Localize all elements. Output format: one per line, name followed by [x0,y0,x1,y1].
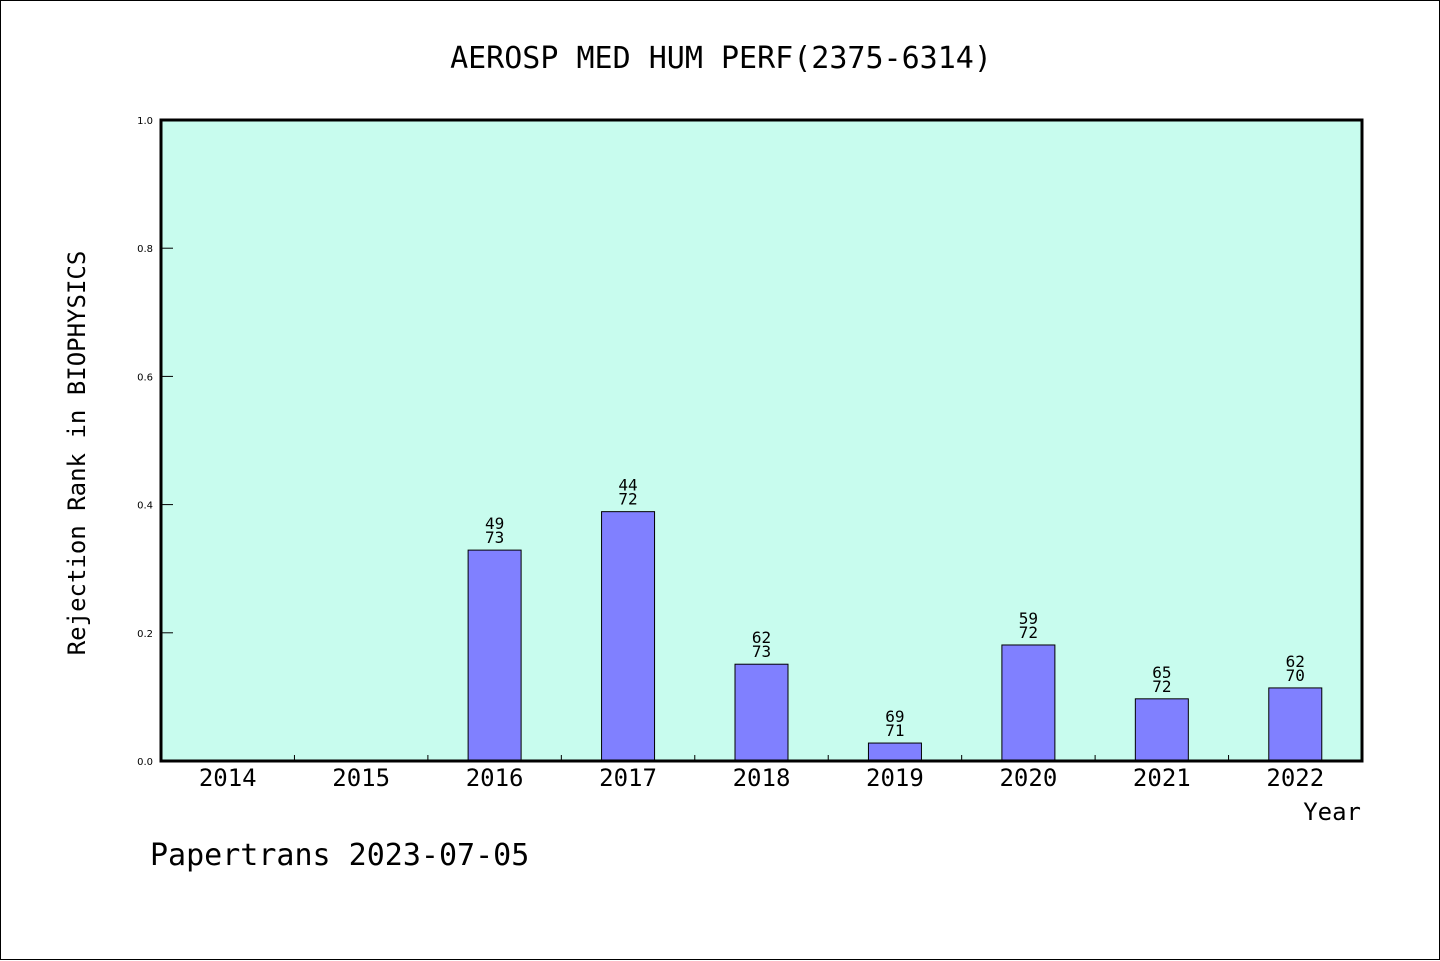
bar-label-top: 62 [1286,652,1305,671]
y-tick-label: 0.4 [137,501,153,512]
bar-2016 [467,549,522,762]
y-tick-label: 0.8 [137,244,153,255]
bar-label-top: 49 [485,514,504,533]
y-tick-label: 0.2 [137,629,153,640]
bar-label-bottom: 70 [1286,666,1305,685]
x-tick-label: 2019 [866,764,924,792]
x-tick-label: 2021 [1133,764,1191,792]
x-tick-label: 2018 [733,764,791,792]
bar-label-top: 44 [618,476,637,495]
y-tick-label: 1.0 [137,116,153,127]
x-tick-label: 2014 [199,764,257,792]
x-tick-label: 2022 [1266,764,1324,792]
bar-label-bottom: 71 [885,721,904,740]
bar-2017 [601,511,656,762]
bar-2019 [867,742,922,762]
bar-label-bottom: 73 [752,642,771,661]
bar-label-bottom: 72 [1019,623,1038,642]
y-tick-label: 0.0 [137,757,153,768]
x-axis-ticks: 2014 2015 2016 2017 2018 2019 2020 2021 2022 [199,755,1324,792]
bar-2020 [1001,644,1056,762]
plot-border [159,118,1364,763]
bar-label-top: 65 [1152,663,1171,682]
footer-watermark: Papertrans 2023-07-05 [150,838,529,873]
bar-2022 [1268,687,1323,762]
bar-2018 [734,663,789,762]
plot-area [161,120,1362,761]
bars-group [467,511,1323,762]
bar-label-bottom: 73 [485,528,504,547]
bar-label-bottom: 72 [618,490,637,509]
x-tick-label: 2015 [332,764,390,792]
bar-2021 [1134,698,1189,762]
x-tick-label: 2020 [999,764,1057,792]
bar-label-top: 59 [1019,609,1038,628]
chart-title: AEROSP MED HUM PERF(2375-6314) [450,41,992,76]
bar-label-top: 62 [752,628,771,647]
x-axis-label: Year [1303,798,1361,826]
x-tick-label: 2016 [466,764,524,792]
x-tick-label: 2017 [599,764,657,792]
bar-label-bottom: 72 [1152,677,1171,696]
y-axis-label: Rejection Rank in BIOPHYSICS [63,251,91,656]
y-tick-label: 0.6 [137,372,153,383]
bar-label-top: 69 [885,707,904,726]
